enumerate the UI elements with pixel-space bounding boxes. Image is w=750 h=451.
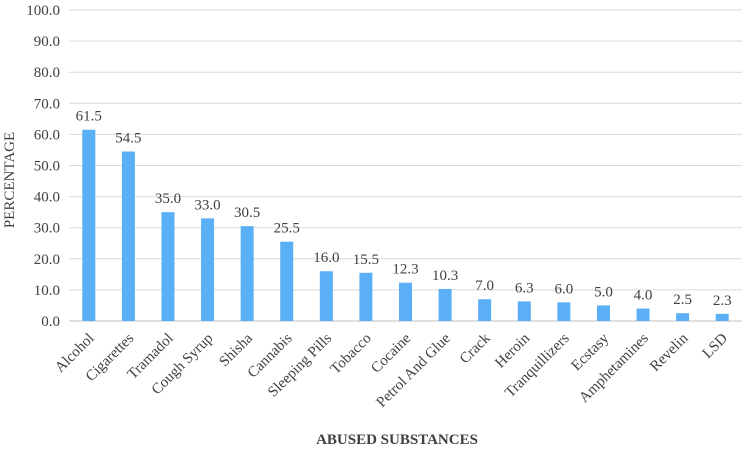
data-label: 35.0 — [155, 191, 181, 207]
data-label: 16.0 — [313, 250, 339, 266]
data-label: 12.3 — [392, 262, 418, 278]
data-label: 54.5 — [115, 131, 141, 147]
x-category-label: Tobacco — [328, 331, 375, 378]
data-label: 33.0 — [194, 197, 220, 213]
data-labels: 61.5 54.5 35.0 33.0 30.5 25.5 16.0 15.5 12.3 10.3… — [76, 109, 732, 309]
y-tick-label: 100.0 — [26, 3, 60, 19]
x-category-label: LSD — [700, 330, 731, 361]
data-label: 7.0 — [475, 278, 494, 294]
bar-ecstasy — [596, 305, 610, 321]
bar-heroin — [517, 301, 531, 321]
bar-cigarettes — [121, 151, 135, 321]
x-category-label: Revelin — [647, 330, 692, 375]
data-label: 5.0 — [594, 284, 613, 300]
bars — [82, 129, 729, 321]
bar-amphetamines — [636, 308, 650, 321]
y-tick-label: 90.0 — [34, 34, 60, 50]
data-label: 30.5 — [234, 205, 260, 221]
data-label: 10.3 — [432, 268, 458, 284]
y-tick-label: 80.0 — [34, 65, 60, 81]
bar-tranquillizers — [557, 302, 571, 321]
data-label: 61.5 — [76, 109, 102, 125]
bar-cough-syrup — [201, 218, 215, 321]
bar-sleeping-pills — [319, 271, 333, 321]
x-category-label: Petrol And Glue — [374, 330, 454, 410]
x-axis-title: ABUSED SUBSTANCES — [316, 432, 478, 448]
data-label: 15.5 — [353, 252, 379, 268]
data-label: 25.5 — [274, 221, 300, 237]
data-label: 2.3 — [713, 293, 732, 309]
bar-lsd — [715, 313, 729, 321]
y-tick-label: 50.0 — [34, 159, 60, 175]
data-label: 6.0 — [554, 281, 573, 297]
y-axis-title: PERCENTAGE — [2, 132, 18, 228]
bar-tobacco — [359, 272, 373, 321]
bar-crack — [478, 299, 492, 321]
bar-cannabis — [280, 241, 294, 321]
bar-alcohol — [82, 129, 96, 321]
bar-cocaine — [399, 282, 412, 321]
y-tick-label: 70.0 — [34, 96, 60, 112]
y-tick-label: 20.0 — [34, 252, 60, 268]
y-axis-ticks: 0.0 10.0 20.0 30.0 40.0 50.0 60.0 70.0 80.0 90.0 1… — [26, 3, 60, 330]
bar-petrol-and-glue — [438, 288, 452, 321]
data-label: 2.5 — [673, 292, 692, 308]
data-label: 4.0 — [634, 288, 653, 304]
y-tick-label: 10.0 — [34, 283, 60, 299]
y-tick-label: 60.0 — [34, 127, 60, 143]
y-tick-label: 40.0 — [34, 190, 60, 206]
bar-revelin — [676, 313, 690, 321]
x-category-label: Amphetamines — [576, 330, 652, 406]
y-tick-label: 0.0 — [41, 314, 60, 330]
bar-tramadol — [161, 212, 175, 321]
y-tick-label: 30.0 — [34, 221, 60, 237]
data-label: 6.3 — [515, 280, 534, 296]
x-category-label: Crack — [457, 330, 494, 367]
bar-shisha — [240, 226, 254, 321]
gridlines — [69, 9, 742, 322]
